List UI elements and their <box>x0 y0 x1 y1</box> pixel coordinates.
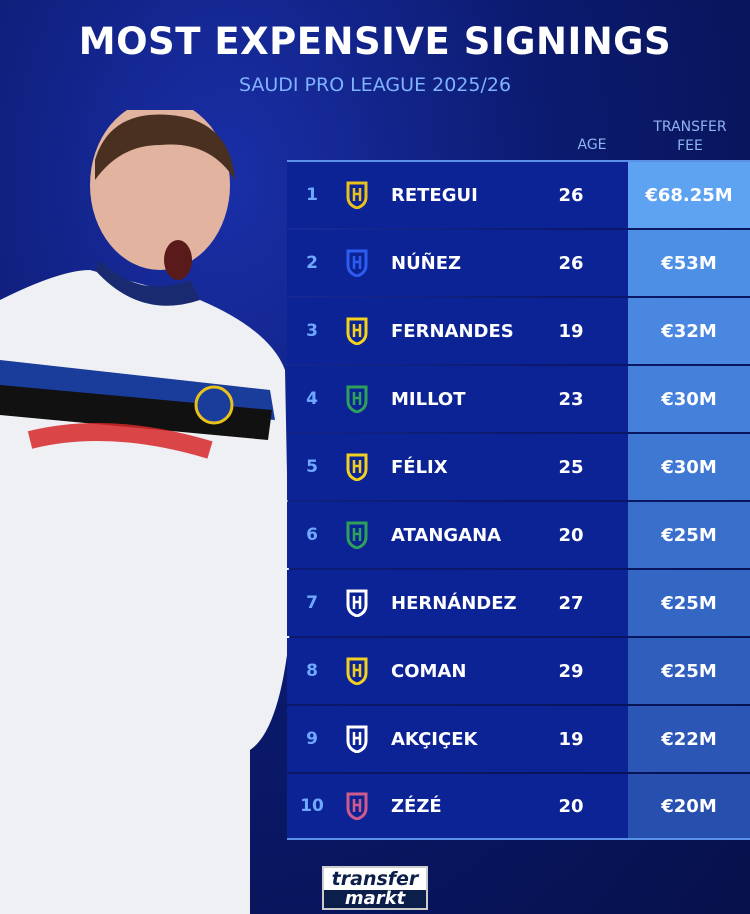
page-title: MOST EXPENSIVE SIGNINGS <box>78 20 672 63</box>
rank: 1 <box>306 185 318 205</box>
player-age: 29 <box>558 660 584 682</box>
player-name: COMAN <box>391 660 467 682</box>
age-header: AGE <box>577 137 607 153</box>
transfer-fee: €53M <box>628 230 750 296</box>
neom-crest-icon <box>337 791 377 821</box>
rank: 9 <box>306 729 318 749</box>
al-nassr-crest-icon <box>337 656 377 686</box>
logo-line1: transfer <box>324 868 426 890</box>
rank: 5 <box>306 457 318 477</box>
table-row: 8 COMAN 29 €25M <box>287 638 750 704</box>
table-row: 9 AKÇIÇEK 19 €22M <box>287 706 750 772</box>
rank: 7 <box>306 593 318 613</box>
al-qadsiah-crest-icon <box>337 180 377 210</box>
page-subtitle: SAUDI PRO LEAGUE 2025/26 <box>238 74 512 96</box>
transfer-fee: €25M <box>628 570 750 636</box>
rank: 4 <box>306 389 318 409</box>
al-hilal-crest-icon <box>337 724 377 754</box>
table-row: 5 FÉLIX 25 €30M <box>287 434 750 500</box>
player-age: 19 <box>558 320 584 342</box>
table-row: 7 HERNÁNDEZ 27 €25M <box>287 570 750 636</box>
transfer-fee: €20M <box>628 774 750 838</box>
transfer-fee: €25M <box>628 502 750 568</box>
al-ahli-crest-icon <box>337 520 377 550</box>
al-ahli-crest-icon <box>337 384 377 414</box>
al-hilal-crest-icon <box>337 248 377 278</box>
player-name: AKÇIÇEK <box>391 728 478 750</box>
player-age: 20 <box>558 795 584 817</box>
al-hilal-crest-icon <box>337 588 377 618</box>
player-age: 20 <box>558 524 584 546</box>
player-name: ATANGANA <box>391 524 502 546</box>
player-name: FÉLIX <box>391 456 448 478</box>
rank: 2 <box>306 253 318 273</box>
rank: 8 <box>306 661 318 681</box>
player-age: 23 <box>558 388 584 410</box>
al-nassr-crest-icon <box>337 452 377 482</box>
player-age: 27 <box>558 592 584 614</box>
player-name: ZÉZÉ <box>391 795 442 817</box>
player-name: HERNÁNDEZ <box>391 592 517 614</box>
signings-table: 1 RETEGUI 26 €68.25M 2 NÚÑEZ 26 €53M 3 FER… <box>287 160 750 842</box>
transfermarkt-logo: transfer markt <box>322 866 428 910</box>
player-name: NÚÑEZ <box>391 252 462 274</box>
rank: 6 <box>306 525 318 545</box>
player-age: 25 <box>558 456 584 478</box>
table-row: 1 RETEGUI 26 €68.25M <box>287 162 750 228</box>
transfer-fee: €32M <box>628 298 750 364</box>
transfer-fee: €30M <box>628 434 750 500</box>
fee-header-line1: TRANSFER <box>653 119 727 135</box>
logo-line2: markt <box>324 890 426 908</box>
table-row: 6 ATANGANA 20 €25M <box>287 502 750 568</box>
rank: 10 <box>300 796 324 816</box>
player-name: MILLOT <box>391 388 466 410</box>
transfer-fee: €22M <box>628 706 750 772</box>
transfer-fee: €68.25M <box>628 162 750 228</box>
table-row: 2 NÚÑEZ 26 €53M <box>287 230 750 296</box>
player-photo <box>0 110 290 914</box>
transfer-fee: €25M <box>628 638 750 704</box>
player-name: FERNANDES <box>391 320 514 342</box>
fee-header: TRANSFER FEE <box>630 118 750 156</box>
table-row: 10 ZÉZÉ 20 €20M <box>287 774 750 840</box>
transfer-fee: €30M <box>628 366 750 432</box>
fee-header-line2: FEE <box>677 138 703 154</box>
rank: 3 <box>306 321 318 341</box>
al-ittihad-crest-icon <box>337 316 377 346</box>
player-age: 26 <box>558 184 584 206</box>
player-name: RETEGUI <box>391 184 478 206</box>
player-age: 19 <box>558 728 584 750</box>
table-row: 4 MILLOT 23 €30M <box>287 366 750 432</box>
player-age: 26 <box>558 252 584 274</box>
table-row: 3 FERNANDES 19 €32M <box>287 298 750 364</box>
